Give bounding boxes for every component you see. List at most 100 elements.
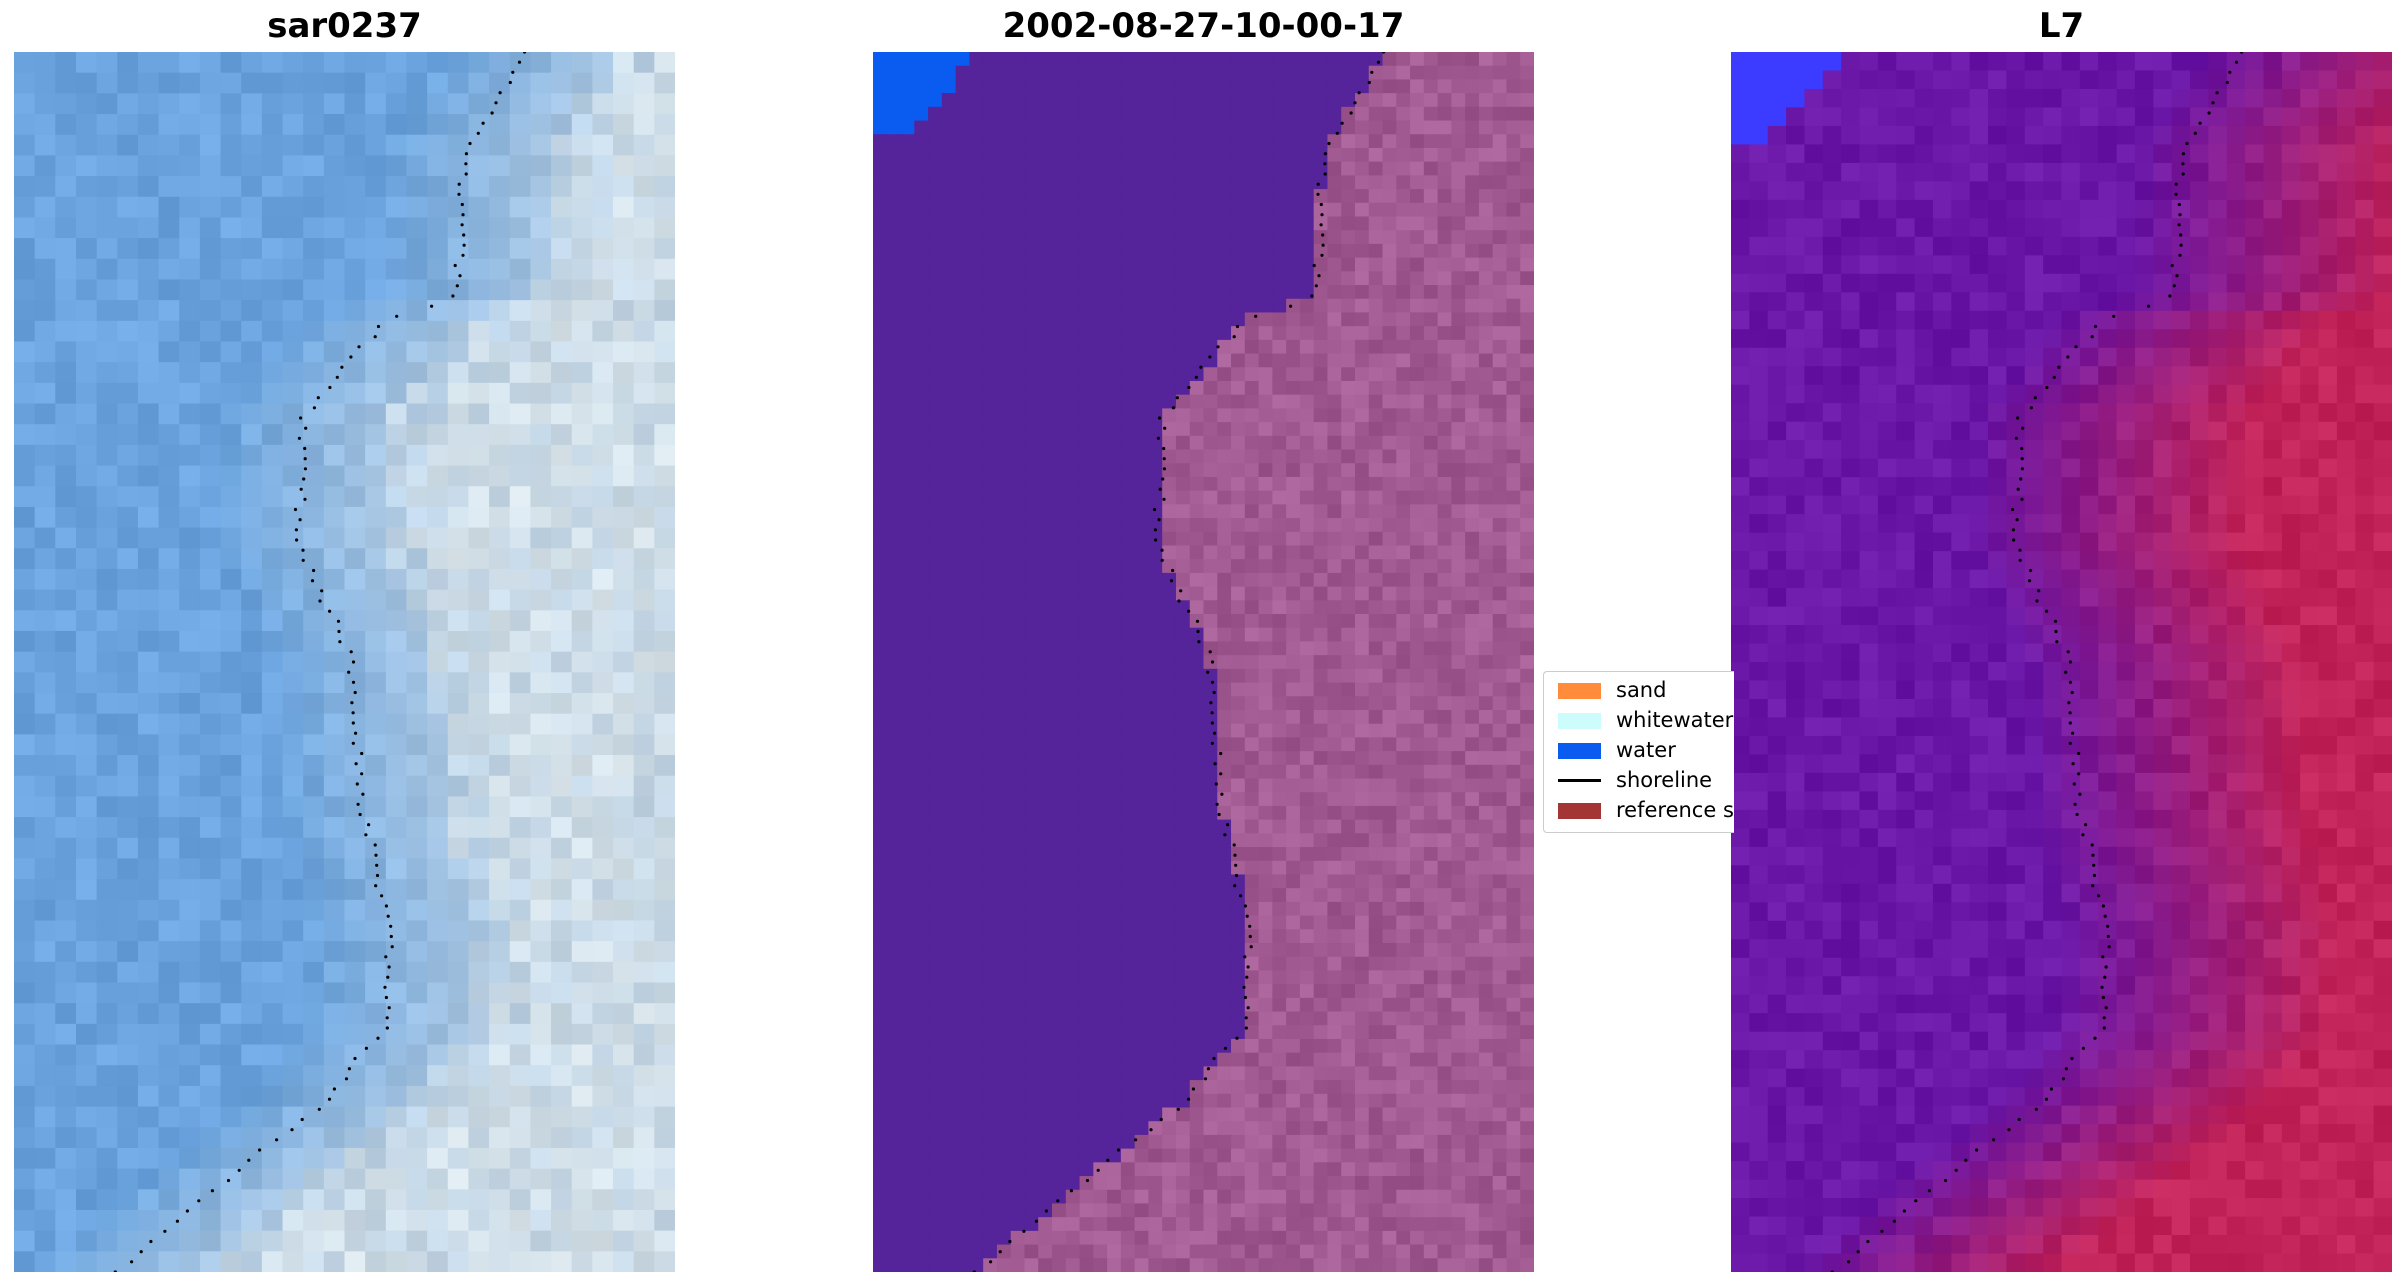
class-pixel	[886, 614, 902, 629]
rgb-pixel	[261, 1168, 284, 1190]
class-pixel	[1107, 586, 1122, 601]
class-pixel	[1410, 874, 1425, 889]
class-pixel	[1341, 134, 1356, 149]
rgb-pixel	[34, 961, 56, 984]
class-pixel	[1231, 93, 1246, 108]
class-pixel	[1286, 627, 1301, 643]
class-pixel	[1410, 668, 1425, 684]
class-pixel	[1492, 504, 1508, 519]
class-pixel	[1437, 449, 1452, 464]
class-pixel	[1162, 408, 1177, 423]
class-pixel	[1520, 161, 1534, 176]
rgb-pixel	[530, 837, 552, 860]
class-pixel	[969, 627, 984, 643]
rgb-pixel	[241, 444, 263, 467]
class-pixel	[1465, 559, 1480, 574]
class-pixel	[1010, 847, 1026, 862]
class-pixel	[1451, 819, 1466, 834]
rgb-pixel	[427, 879, 449, 901]
class-pixel	[1231, 723, 1246, 738]
rgb-pixel	[241, 134, 263, 156]
class-pixel	[1313, 847, 1329, 862]
class-pixel	[1065, 888, 1081, 903]
class-pixel	[941, 668, 957, 684]
rgb-pixel	[303, 568, 325, 591]
class-pixel	[1079, 860, 1094, 876]
class-pixel	[1354, 312, 1370, 327]
shoreline-point	[384, 904, 388, 908]
class-pixel	[1203, 435, 1218, 451]
rgb-pixel	[530, 1230, 552, 1252]
class-pixel	[1451, 874, 1466, 889]
class-pixel	[1286, 243, 1301, 259]
class-pixel	[1506, 545, 1521, 560]
rgb-pixel	[75, 1209, 98, 1232]
rgb-pixel	[34, 672, 56, 694]
class-pixel	[1410, 641, 1425, 656]
rgb-pixel	[385, 1230, 408, 1252]
rgb-pixel	[489, 196, 511, 219]
class-pixel	[941, 161, 957, 176]
rgb-pixel	[199, 858, 222, 880]
rgb-pixel	[551, 506, 573, 529]
class-pixel	[1038, 175, 1053, 190]
class-pixel	[1024, 257, 1039, 272]
rgb-pixel	[365, 734, 387, 756]
class-pixel	[1506, 805, 1521, 821]
class-pixel	[1148, 874, 1163, 889]
rgb-pixel	[592, 52, 614, 74]
class-pixel	[1286, 805, 1301, 821]
class-pixel	[1396, 326, 1411, 341]
rgb-pixel	[261, 403, 284, 425]
class-pixel	[928, 147, 943, 163]
rgb-pixel	[261, 693, 284, 715]
class-pixel	[941, 230, 957, 245]
class-pixel	[996, 847, 1012, 862]
rgb-pixel	[323, 424, 346, 446]
rgb-pixel	[447, 176, 470, 198]
class-pixel	[941, 874, 957, 889]
class-pixel	[1437, 476, 1452, 492]
class-pixel	[1010, 216, 1026, 231]
class-pixel	[1341, 79, 1356, 94]
class-pixel	[1148, 298, 1163, 314]
rgb-pixel	[220, 196, 242, 219]
class-pixel	[1506, 614, 1521, 629]
class-pixel	[1244, 189, 1260, 204]
class-pixel	[1024, 353, 1039, 368]
rgb-pixel	[241, 114, 263, 136]
rgb-pixel	[179, 693, 201, 715]
rgb-pixel	[282, 920, 304, 942]
class-pixel	[886, 888, 902, 903]
rgb-pixel	[427, 568, 449, 591]
class-pixel	[1244, 93, 1260, 108]
rgb-pixel	[365, 548, 387, 570]
rgb-pixel	[633, 1003, 655, 1025]
class-pixel	[1175, 216, 1191, 231]
class-pixel	[955, 586, 970, 601]
class-pixel	[1368, 668, 1384, 684]
class-pixel	[1478, 655, 1494, 670]
class-pixel	[1437, 285, 1452, 300]
class-pixel	[1203, 874, 1218, 889]
class-pixel	[1038, 216, 1053, 231]
class-pixel	[928, 65, 943, 81]
rgb-pixel	[571, 403, 593, 425]
class-pixel	[1093, 723, 1108, 738]
class-pixel	[900, 572, 915, 588]
class-pixel	[1506, 723, 1521, 738]
shoreline-point	[317, 1107, 321, 1111]
rgb-pixel	[158, 134, 180, 156]
shoreline-point	[389, 934, 393, 939]
class-pixel	[955, 778, 970, 793]
class-pixel	[1175, 298, 1191, 314]
rgb-pixel	[468, 589, 490, 611]
rgb-pixel	[241, 238, 263, 260]
class-pixel	[1148, 888, 1163, 903]
class-pixel	[1231, 476, 1246, 492]
rgb-pixel	[592, 1251, 614, 1272]
class-pixel	[1231, 285, 1246, 300]
rgb-pixel	[14, 155, 36, 177]
rgb-pixel	[468, 217, 490, 239]
class-pixel	[1024, 216, 1039, 231]
